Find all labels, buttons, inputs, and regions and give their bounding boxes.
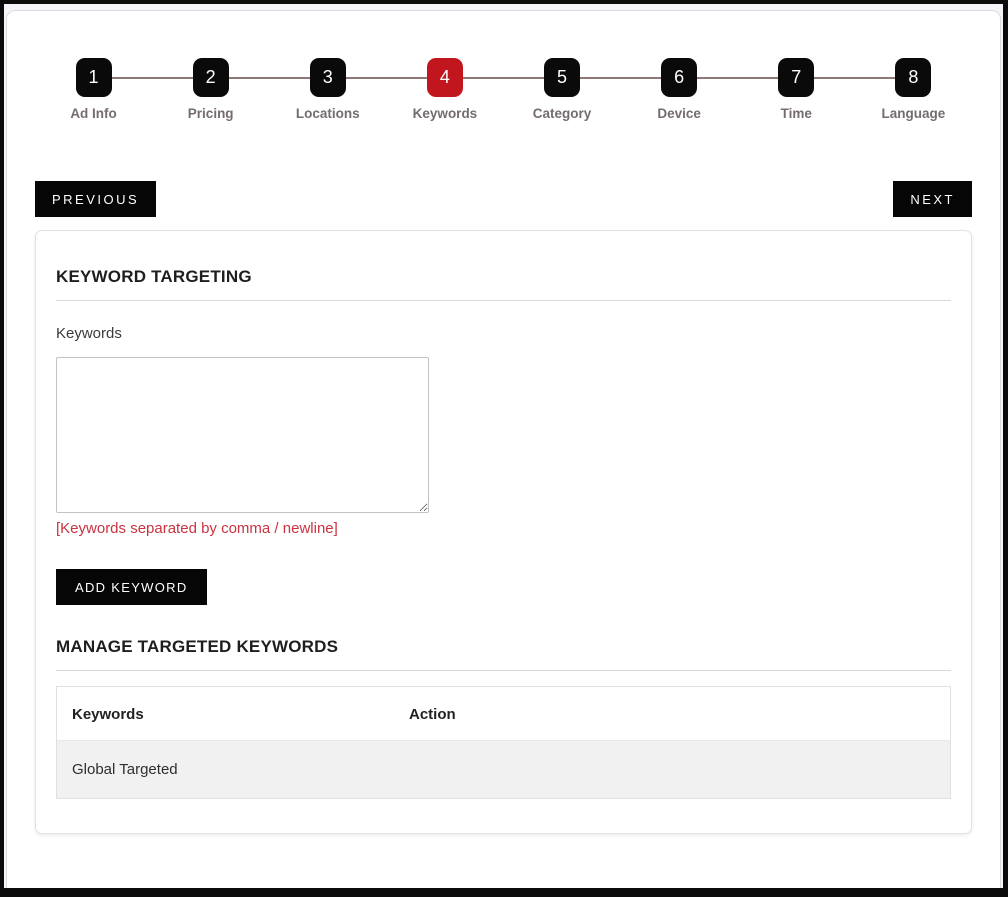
targeted-keywords-table: Keywords Action Global Targeted bbox=[56, 686, 951, 799]
step-number-badge: 3 bbox=[309, 58, 346, 97]
step-number-badge-active: 4 bbox=[426, 58, 463, 97]
step-category[interactable]: 5 Category bbox=[504, 58, 621, 121]
action-cell bbox=[394, 740, 951, 799]
table-header-row: Keywords Action bbox=[56, 686, 951, 741]
step-label: Ad Info bbox=[70, 106, 117, 121]
step-number: 3 bbox=[322, 67, 333, 87]
manage-keywords-title: MANAGE TARGETED KEYWORDS bbox=[56, 637, 951, 671]
step-number: 6 bbox=[674, 67, 685, 87]
step-number-badge: 6 bbox=[661, 58, 698, 97]
step-number: 8 bbox=[908, 67, 919, 87]
step-number: 2 bbox=[205, 67, 216, 87]
keyword-targeting-title: KEYWORD TARGETING bbox=[56, 267, 951, 301]
step-number-badge: 2 bbox=[192, 58, 229, 97]
step-label: Device bbox=[657, 106, 701, 121]
add-keyword-button[interactable]: ADD KEYWORD bbox=[56, 569, 207, 605]
previous-button[interactable]: PREVIOUS bbox=[35, 181, 157, 217]
step-number-badge: 5 bbox=[544, 58, 581, 97]
column-header-action: Action bbox=[394, 686, 951, 741]
step-number: 5 bbox=[557, 67, 568, 87]
step-number-badge: 1 bbox=[75, 58, 112, 97]
page-content: 1 Ad Info 2 Pricing 3 Locations 4 Keywor… bbox=[35, 11, 972, 834]
step-label: Category bbox=[532, 106, 592, 121]
step-keywords-active[interactable]: 4 Keywords bbox=[386, 58, 503, 121]
column-header-keywords: Keywords bbox=[56, 686, 394, 741]
step-number-badge: 8 bbox=[895, 58, 932, 97]
wizard-stepper: 1 Ad Info 2 Pricing 3 Locations 4 Keywor… bbox=[35, 58, 972, 121]
step-number: 4 bbox=[439, 67, 450, 87]
step-label: Pricing bbox=[187, 106, 234, 121]
step-label: Language bbox=[881, 106, 946, 121]
step-label: Keywords bbox=[412, 106, 478, 121]
step-label: Time bbox=[780, 106, 812, 121]
keyword-cell: Global Targeted bbox=[56, 740, 394, 799]
keywords-field-label: Keywords bbox=[56, 325, 122, 342]
step-label: Locations bbox=[295, 106, 360, 121]
step-number-badge: 7 bbox=[778, 58, 815, 97]
keywords-textarea[interactable] bbox=[56, 357, 429, 513]
step-device[interactable]: 6 Device bbox=[621, 58, 738, 121]
table-row: Global Targeted bbox=[56, 740, 951, 799]
step-pricing[interactable]: 2 Pricing bbox=[152, 58, 269, 121]
step-language[interactable]: 8 Language bbox=[855, 58, 972, 121]
next-button[interactable]: NEXT bbox=[893, 181, 972, 217]
keyword-targeting-card: KEYWORD TARGETING Keywords [Keywords sep… bbox=[35, 230, 972, 834]
step-time[interactable]: 7 Time bbox=[738, 58, 855, 121]
step-number: 1 bbox=[88, 67, 99, 87]
step-ad-info[interactable]: 1 Ad Info bbox=[35, 58, 152, 121]
stepper-connector-line bbox=[93, 77, 914, 79]
step-locations[interactable]: 3 Locations bbox=[269, 58, 386, 121]
keywords-format-hint: [Keywords separated by comma / newline] bbox=[56, 520, 338, 537]
wizard-nav-row: PREVIOUS NEXT bbox=[35, 181, 972, 217]
page-panel: 1 Ad Info 2 Pricing 3 Locations 4 Keywor… bbox=[6, 10, 1001, 888]
step-number: 7 bbox=[791, 67, 802, 87]
